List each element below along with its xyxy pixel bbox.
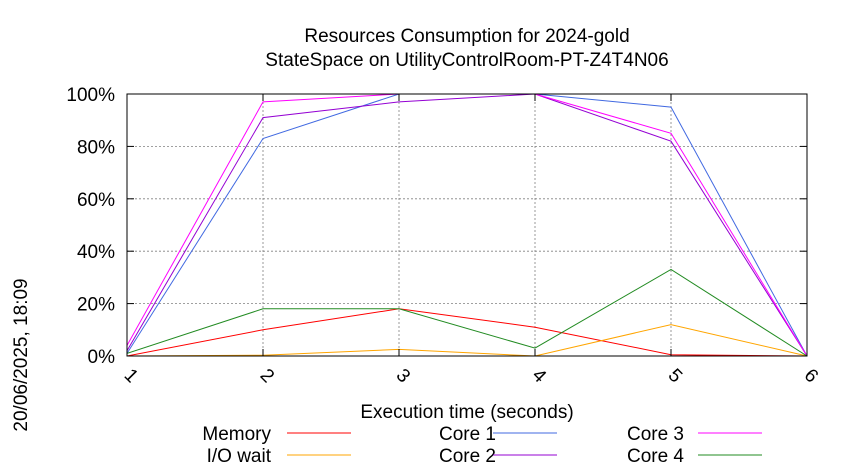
chart-title: Resources Consumption for 2024-gold <box>304 26 629 47</box>
legend-label: I/O wait <box>207 446 272 467</box>
series-line-memory <box>126 308 808 357</box>
series-line-core-4 <box>126 268 808 357</box>
series-line-core-2 <box>126 93 808 357</box>
x-tick-label: 6 <box>800 365 822 387</box>
chart-subtitle: StateSpace on UtilityControlRoom-PT-Z4T4… <box>265 50 668 71</box>
y-tick-label: 40% <box>77 242 115 263</box>
x-tick-label: 4 <box>528 365 551 388</box>
x-tick-label: 1 <box>120 365 142 387</box>
legend-label: Core 3 <box>627 424 684 445</box>
series-line-i-o-wait <box>126 324 808 357</box>
y-tick-label: 20% <box>77 295 115 316</box>
x-tick-label: 2 <box>256 365 278 387</box>
legend-label: Memory <box>202 424 271 445</box>
x-tick-label: 5 <box>664 365 686 387</box>
legend-label: Core 4 <box>627 446 684 467</box>
x-axis-label: Execution time (seconds) <box>360 402 573 423</box>
plot-lines <box>126 93 808 357</box>
series-line-core-3 <box>126 93 808 357</box>
grid <box>127 94 807 356</box>
plot-frame <box>126 93 808 357</box>
legend-label: Core 1 <box>439 424 496 445</box>
axes: 0% 20% 40% 60% 80% 100% 1 2 3 4 5 6 <box>66 85 822 388</box>
y-tick-label: 100% <box>66 85 115 106</box>
timestamp-label: 20/06/2025, 18:09 <box>11 278 32 431</box>
y-tick-label: 0% <box>88 347 116 368</box>
x-tick-label: 3 <box>392 365 414 387</box>
y-tick-label: 80% <box>77 137 115 158</box>
legend-label: Core 2 <box>439 446 496 467</box>
series-line-core-1 <box>126 93 808 357</box>
y-tick-label: 60% <box>77 190 115 211</box>
